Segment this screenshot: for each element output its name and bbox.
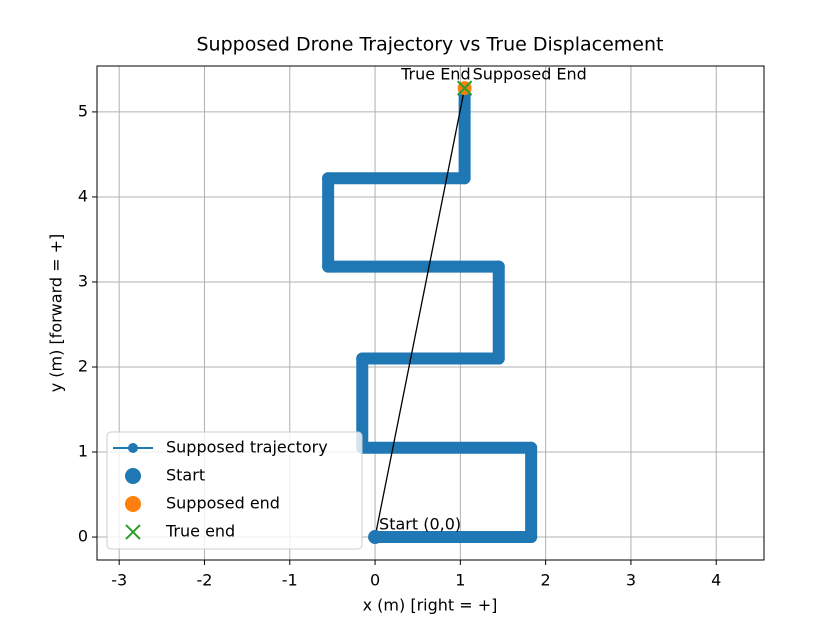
x-tick-label: 4 xyxy=(711,571,721,590)
trajectory-point xyxy=(525,531,538,544)
x-tick-label: 0 xyxy=(370,571,380,590)
trajectory-point xyxy=(492,352,505,365)
annotation: True End xyxy=(400,65,470,84)
x-tick-label: -2 xyxy=(196,571,212,590)
x-tick-label: 2 xyxy=(541,571,551,590)
y-tick-label: 3 xyxy=(78,271,88,290)
chart-title: Supposed Drone Trajectory vs True Displa… xyxy=(196,34,663,56)
legend-label: True end xyxy=(165,522,235,541)
x-stroke xyxy=(456,80,473,96)
legend-label: Supposed trajectory xyxy=(166,438,328,457)
trajectory-point xyxy=(356,352,369,365)
legend-marker xyxy=(128,443,138,453)
x-tick-label: 3 xyxy=(626,571,636,590)
y-tick-label: 4 xyxy=(78,186,88,205)
x-tick-label: 1 xyxy=(455,571,465,590)
legend-label: Supposed end xyxy=(166,494,280,513)
displacement-line xyxy=(374,87,466,538)
trajectory-point xyxy=(458,172,471,185)
legend-box xyxy=(106,431,363,550)
legend-label: Start xyxy=(166,466,205,485)
annotation: Start (0,0) xyxy=(379,515,461,534)
y-tick-label: 0 xyxy=(78,527,88,546)
legend-marker xyxy=(125,496,141,512)
y-tick-label: 5 xyxy=(78,101,88,120)
legend-marker xyxy=(125,524,141,540)
trajectory-point xyxy=(492,260,505,273)
point-marker xyxy=(368,530,383,545)
point-marker xyxy=(456,80,473,96)
plot-frame xyxy=(96,65,765,561)
y-tick-label: 1 xyxy=(78,442,88,461)
y-tick-label: 2 xyxy=(78,356,88,375)
legend-marker xyxy=(125,468,141,484)
trajectory-point xyxy=(322,172,335,185)
legend: Supposed trajectory Start Supposed end True… xyxy=(106,431,363,550)
y-axis-label: y (m) [forward = +] xyxy=(47,234,66,393)
x-tick-label: -3 xyxy=(111,571,127,590)
x-tick-label: -1 xyxy=(282,571,298,590)
annotation: Supposed End xyxy=(473,65,587,84)
trajectory-point xyxy=(525,441,538,454)
trajectory-point xyxy=(322,260,335,273)
x-axis-label: x (m) [right = +] xyxy=(363,596,498,615)
